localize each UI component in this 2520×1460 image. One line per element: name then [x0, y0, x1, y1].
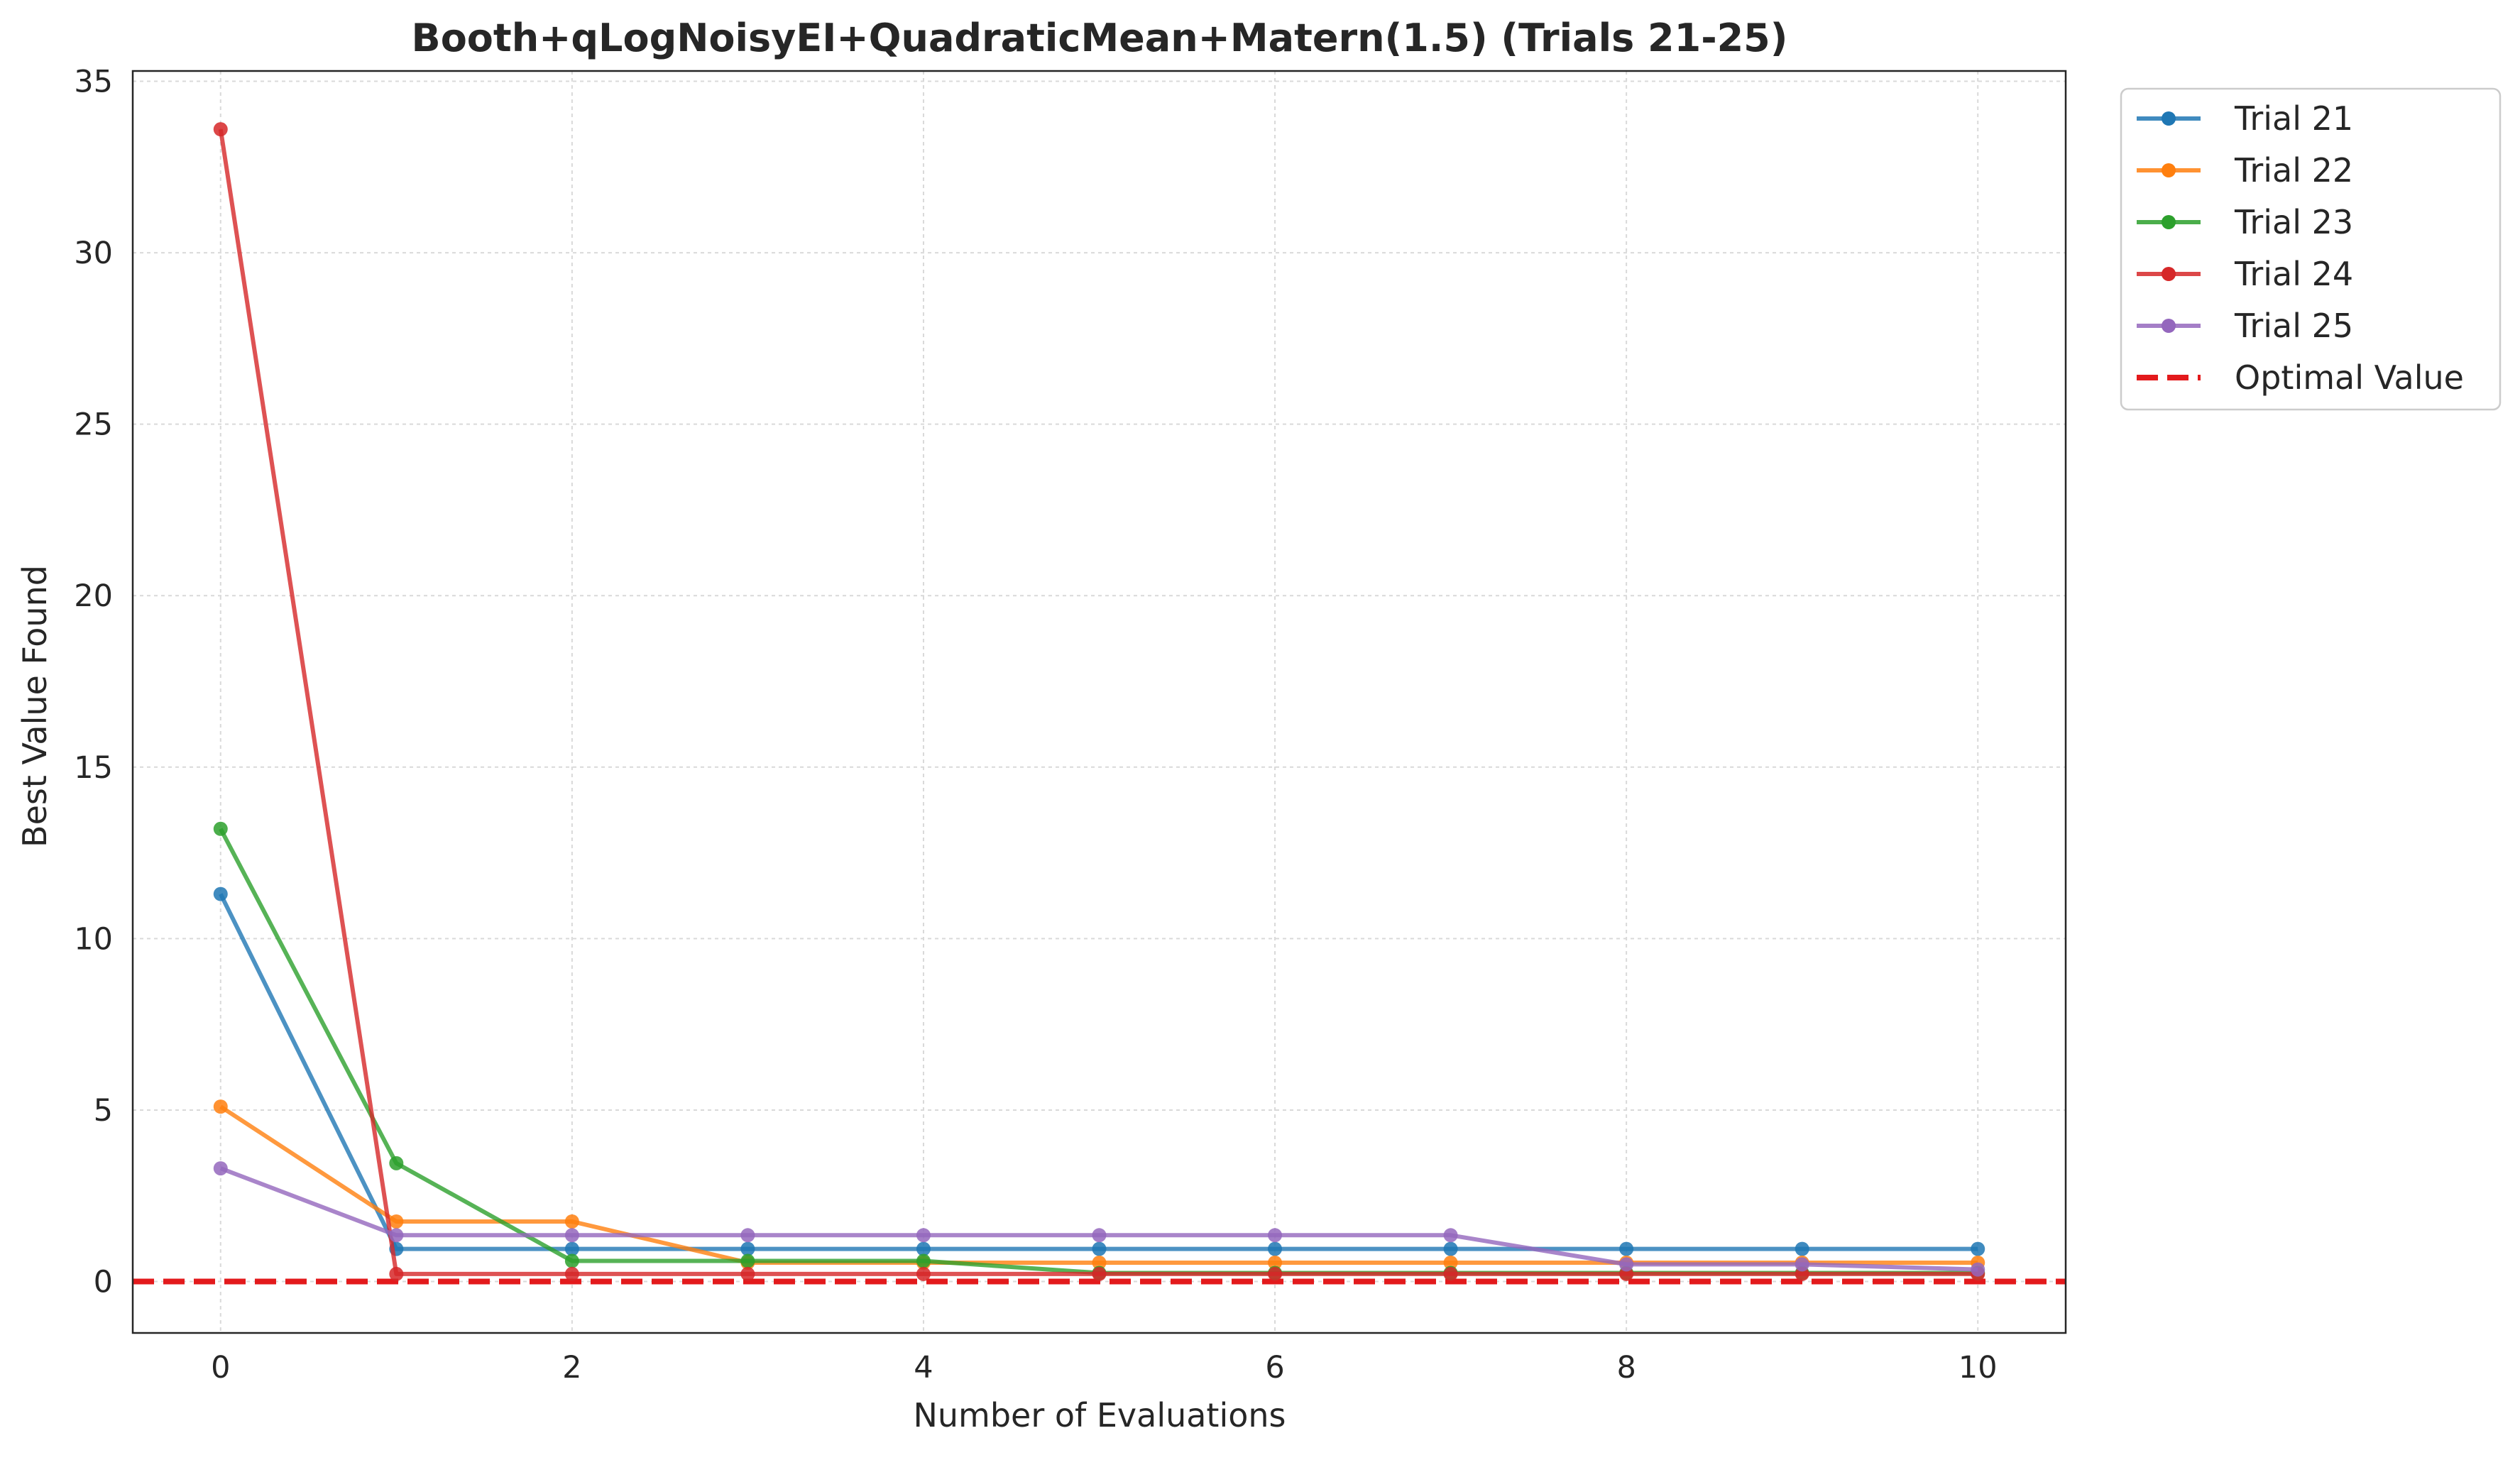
data-point	[1619, 1241, 1634, 1256]
data-point	[213, 122, 228, 137]
x-tick-label: 6	[1265, 1350, 1284, 1385]
legend-label: Trial 22	[2234, 151, 2353, 190]
chart-title: Booth+qLogNoisyEI+QuadraticMean+Matern(1…	[412, 16, 1788, 60]
y-tick-label: 20	[74, 578, 113, 614]
data-point	[1443, 1228, 1458, 1243]
data-point	[1971, 1262, 1985, 1277]
x-axis-label: Number of Evaluations	[913, 1396, 1286, 1434]
tick-labels: 0 2 4 6 8 10 0 5 10 15 20 25 30 35	[74, 64, 1997, 1385]
legend-label: Trial 25	[2234, 307, 2353, 345]
legend-box	[2120, 87, 2502, 411]
y-tick-label: 0	[94, 1265, 113, 1300]
series-1	[213, 887, 1985, 1256]
data-point	[389, 1228, 404, 1243]
legend-label: Trial 24	[2234, 255, 2353, 293]
data-point	[213, 1099, 228, 1114]
data-point	[564, 1241, 579, 1256]
data-point	[564, 1266, 579, 1281]
legend-entry: Trial 21	[2137, 99, 2353, 138]
data-point	[740, 1266, 755, 1281]
data-point	[564, 1228, 579, 1243]
legend-marker	[2162, 267, 2176, 281]
data-point	[1443, 1255, 1458, 1270]
y-tick-label: 10	[74, 921, 113, 957]
data-point	[916, 1253, 931, 1268]
data-point	[389, 1266, 404, 1281]
legend-entry: Trial 22	[2137, 151, 2353, 190]
series-layer	[213, 122, 1985, 1281]
data-point	[1619, 1257, 1634, 1272]
plot-frame	[131, 70, 2067, 1334]
data-point	[740, 1241, 755, 1256]
data-point	[564, 1253, 579, 1268]
grid	[133, 71, 2066, 1333]
legend-entry: Optimal Value	[2137, 358, 2464, 397]
data-point	[213, 1161, 228, 1176]
y-tick-label: 15	[74, 750, 113, 786]
data-point	[1795, 1257, 1809, 1272]
data-point	[213, 821, 228, 836]
x-tick-label: 10	[1959, 1350, 1998, 1385]
data-point	[1268, 1228, 1283, 1243]
legend-entry: Trial 24	[2137, 255, 2353, 293]
data-point	[740, 1253, 755, 1268]
y-tick-label: 5	[94, 1093, 113, 1129]
y-tick-label: 30	[74, 236, 113, 271]
x-tick-label: 2	[562, 1350, 581, 1385]
y-tick-label: 25	[74, 407, 113, 443]
x-tick-label: 0	[211, 1350, 230, 1385]
legend: Trial 21 Trial 22 Trial 23 Trial 24 Trial 25…	[2120, 87, 2502, 411]
legend-label: Optimal Value	[2235, 358, 2464, 397]
legend-marker	[2162, 163, 2176, 177]
x-tick-label: 4	[914, 1350, 933, 1385]
legend-marker	[2162, 215, 2176, 229]
series-5	[213, 1161, 1985, 1277]
data-point	[389, 1156, 404, 1170]
data-point	[1092, 1266, 1107, 1281]
data-point	[1443, 1241, 1458, 1256]
data-point	[1268, 1255, 1283, 1270]
legend-marker	[2162, 111, 2176, 126]
data-point	[1795, 1241, 1809, 1256]
y-tick-label: 35	[74, 64, 113, 99]
data-point	[213, 887, 228, 901]
series-line	[219, 893, 1978, 1251]
series-3	[213, 821, 1985, 1280]
legend-marker	[2162, 319, 2176, 333]
data-point	[1268, 1241, 1283, 1256]
data-point	[916, 1266, 931, 1281]
series-4	[213, 122, 1985, 1281]
legend-entry: Trial 23	[2137, 203, 2353, 241]
data-point	[389, 1214, 404, 1229]
series-line	[219, 828, 1978, 1275]
data-point	[1092, 1241, 1107, 1256]
legend-entry: Trial 25	[2137, 307, 2353, 345]
data-point	[1443, 1266, 1458, 1281]
series-line	[218, 128, 1978, 1276]
y-axis-label: Best Value Found	[16, 565, 54, 847]
legend-label: Trial 23	[2234, 203, 2353, 241]
data-point	[1092, 1228, 1107, 1243]
x-tick-label: 8	[1616, 1350, 1636, 1385]
data-point	[916, 1228, 931, 1243]
data-point	[1092, 1255, 1107, 1270]
data-point	[564, 1214, 579, 1229]
data-point	[740, 1228, 755, 1243]
data-point	[1268, 1266, 1283, 1281]
data-point	[916, 1241, 931, 1256]
data-point	[1971, 1241, 1985, 1256]
legend-label: Trial 21	[2234, 99, 2353, 138]
